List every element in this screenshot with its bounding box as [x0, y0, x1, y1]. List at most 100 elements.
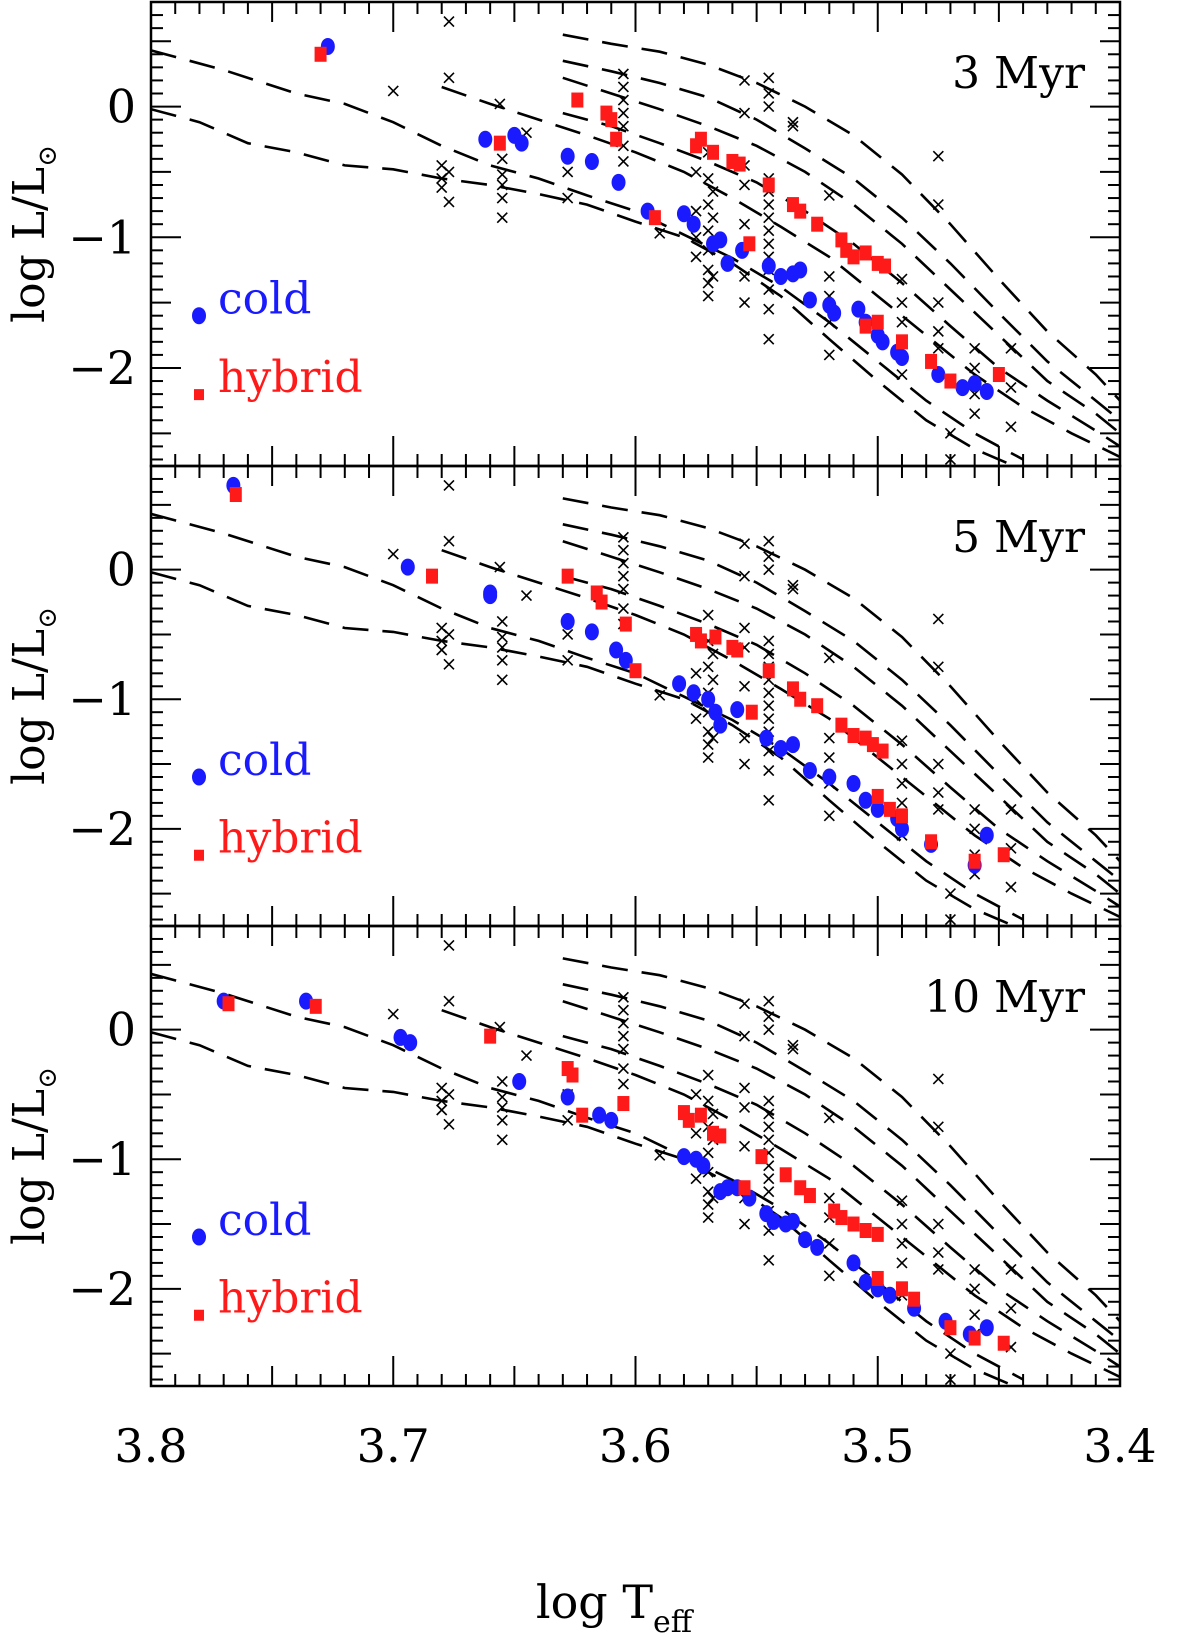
x-tick-label: 3.4	[1083, 1419, 1156, 1473]
isochrone-track	[562, 59, 1120, 422]
legend-cold-marker	[192, 307, 206, 325]
cross-point	[436, 644, 448, 656]
cold-point	[604, 1111, 619, 1129]
legend-cold-marker	[192, 1228, 206, 1246]
x-axis-label-main: log T	[536, 1575, 653, 1629]
cold-point	[802, 762, 817, 780]
cross-point	[690, 166, 702, 178]
cold-point	[882, 1286, 897, 1304]
cross-point	[617, 991, 629, 1003]
cross-point	[738, 998, 751, 1010]
hybrid-point	[309, 998, 322, 1014]
legend-cold-marker	[192, 768, 206, 786]
cross-point	[763, 283, 775, 296]
cross-point	[823, 189, 835, 202]
cross-point	[436, 172, 448, 185]
cold-point	[609, 641, 624, 659]
data-points	[226, 476, 1017, 926]
cross-point	[787, 1043, 799, 1055]
cold-point	[672, 675, 687, 693]
hybrid-point	[811, 216, 824, 232]
isochrone-track	[562, 33, 1120, 402]
hybrid-point	[755, 1149, 768, 1165]
cross-point	[702, 726, 714, 738]
cross-point	[763, 333, 775, 345]
y-tick-label: −2	[68, 1262, 136, 1316]
cross-point	[944, 888, 956, 900]
isochrone-track	[562, 539, 1120, 895]
cross-point	[702, 1147, 714, 1159]
legend: cold hybrid	[192, 735, 363, 864]
cold-point	[708, 703, 723, 721]
isochrone-track	[562, 1034, 1120, 1368]
legend-cold-label: cold	[218, 1195, 311, 1246]
cross-point	[702, 1069, 714, 1081]
cross-point	[690, 251, 702, 263]
hybrid-point	[847, 1216, 860, 1232]
hybrid-point	[876, 743, 889, 759]
cold-point	[979, 382, 994, 400]
cross-point	[763, 1173, 775, 1185]
cross-point	[932, 1263, 944, 1275]
cold-point	[611, 173, 626, 191]
hybrid-point	[968, 1330, 981, 1346]
cross-point	[932, 1121, 944, 1133]
cross-point	[690, 713, 702, 725]
cross-point	[702, 661, 714, 673]
cross-point	[932, 661, 944, 673]
cross-point	[436, 159, 448, 171]
hybrid-point	[426, 568, 439, 584]
cold-point	[299, 992, 314, 1010]
hybrid-point	[571, 92, 584, 108]
cross-point	[702, 277, 714, 289]
cross-point	[738, 758, 751, 770]
cross-point	[787, 579, 799, 591]
hybrid-point	[566, 1067, 579, 1083]
cold-point	[785, 1212, 800, 1230]
cross-point	[496, 192, 508, 204]
cross-point	[702, 172, 714, 185]
y-tick-label: −1	[68, 210, 136, 264]
cross-point	[1005, 342, 1017, 354]
isochrone-track	[151, 1031, 1018, 1386]
cold-point	[793, 261, 808, 279]
cross-point	[944, 1348, 956, 1360]
cross-point	[763, 303, 775, 315]
hybrid-point	[992, 367, 1005, 383]
cross-point	[496, 168, 508, 181]
hybrid-point	[847, 249, 860, 265]
hybrid-point	[648, 210, 661, 226]
cross-point	[969, 1263, 981, 1275]
hybrid-point	[745, 704, 758, 720]
cross-point	[944, 1373, 956, 1386]
cross-point	[1005, 881, 1017, 893]
cold-point	[730, 701, 745, 719]
legend-hybrid-label: hybrid	[218, 813, 363, 864]
cross-point	[896, 316, 908, 328]
cold-point	[967, 375, 982, 393]
cold-point	[713, 231, 728, 249]
cross-point	[738, 1101, 751, 1113]
cross-point	[969, 803, 981, 815]
cross-point	[690, 1127, 702, 1139]
cross-point	[654, 1149, 666, 1161]
cold-point	[798, 1231, 813, 1249]
hybrid-point	[762, 663, 775, 679]
cold-point	[403, 1034, 418, 1052]
cross-point	[617, 602, 629, 615]
cross-point	[823, 270, 835, 283]
cross-point	[738, 732, 751, 744]
hybrid-point	[610, 131, 623, 147]
cross-point	[496, 615, 508, 628]
hybrid-point	[694, 633, 707, 649]
cross-point	[436, 622, 448, 634]
cross-point	[707, 674, 719, 686]
cross-point	[702, 1211, 714, 1224]
cold-point	[759, 729, 774, 747]
cold-point	[713, 716, 728, 734]
cross-point	[702, 609, 714, 621]
cold-point	[400, 558, 415, 576]
isochrone-track	[151, 571, 1018, 926]
isochrone-track	[441, 548, 1120, 919]
